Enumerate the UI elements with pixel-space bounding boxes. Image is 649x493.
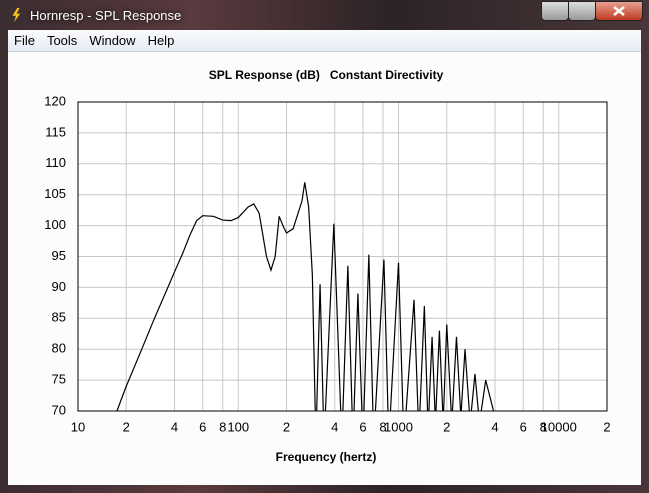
x-tick-label: 8: [540, 419, 547, 434]
window-title: Hornresp - SPL Response: [30, 8, 182, 23]
spl-line: [116, 182, 495, 411]
minimize-button[interactable]: [541, 1, 569, 21]
y-tick-label: 100: [44, 217, 66, 232]
menu-item[interactable]: Window: [89, 33, 136, 48]
title-bar: Hornresp - SPL Response: [8, 0, 528, 30]
chart-title: SPL Response (dB) Constant Directivity: [209, 68, 444, 82]
y-tick-label: 70: [52, 402, 66, 417]
menu-item[interactable]: File: [14, 33, 35, 48]
x-tick-label: 6: [520, 419, 527, 434]
x-tick-label: 1000: [384, 419, 413, 434]
menu-bar: File Tools Window Help: [8, 30, 641, 52]
x-tick-label: 6: [359, 419, 366, 434]
y-tick-label: 75: [52, 372, 66, 387]
x-tick-label: 4: [331, 419, 338, 434]
y-tick-label: 110: [45, 155, 66, 170]
close-button[interactable]: [595, 1, 643, 21]
x-tick-label: 2: [283, 419, 290, 434]
x-tick-label: 6: [199, 419, 206, 434]
x-tick-label: 2: [123, 419, 130, 434]
x-tick-label: 10: [71, 419, 85, 434]
y-tick-label: 90: [52, 279, 66, 294]
y-tick-label: 120: [44, 93, 66, 108]
app-icon: [12, 8, 21, 22]
chart-area: SPL Response (dB) Constant Directivity F…: [8, 52, 641, 485]
chart: SPL Response (dB) Constant Directivity F…: [44, 68, 610, 464]
x-tick-label: 2: [443, 419, 450, 434]
x-tick-label: 2: [603, 419, 610, 434]
x-tick-label: 10000: [541, 419, 577, 434]
x-tick-label: 4: [491, 419, 498, 434]
x-tick-label: 8: [219, 419, 226, 434]
x-tick-label: 4: [171, 419, 178, 434]
y-tick-label: 85: [52, 310, 66, 325]
y-tick-label: 105: [44, 186, 66, 201]
menu-item[interactable]: Tools: [46, 33, 78, 48]
close-icon: [613, 6, 625, 16]
x-tick-label: 8: [379, 419, 386, 434]
x-axis-label: Frequency (hertz): [276, 450, 377, 464]
x-tick-label: 100: [227, 419, 249, 434]
y-tick-label: 80: [52, 341, 66, 356]
y-tick-label: 95: [52, 248, 66, 263]
y-tick-label: 115: [45, 124, 66, 139]
menu-item[interactable]: Help: [147, 33, 175, 48]
maximize-button[interactable]: [568, 1, 596, 21]
